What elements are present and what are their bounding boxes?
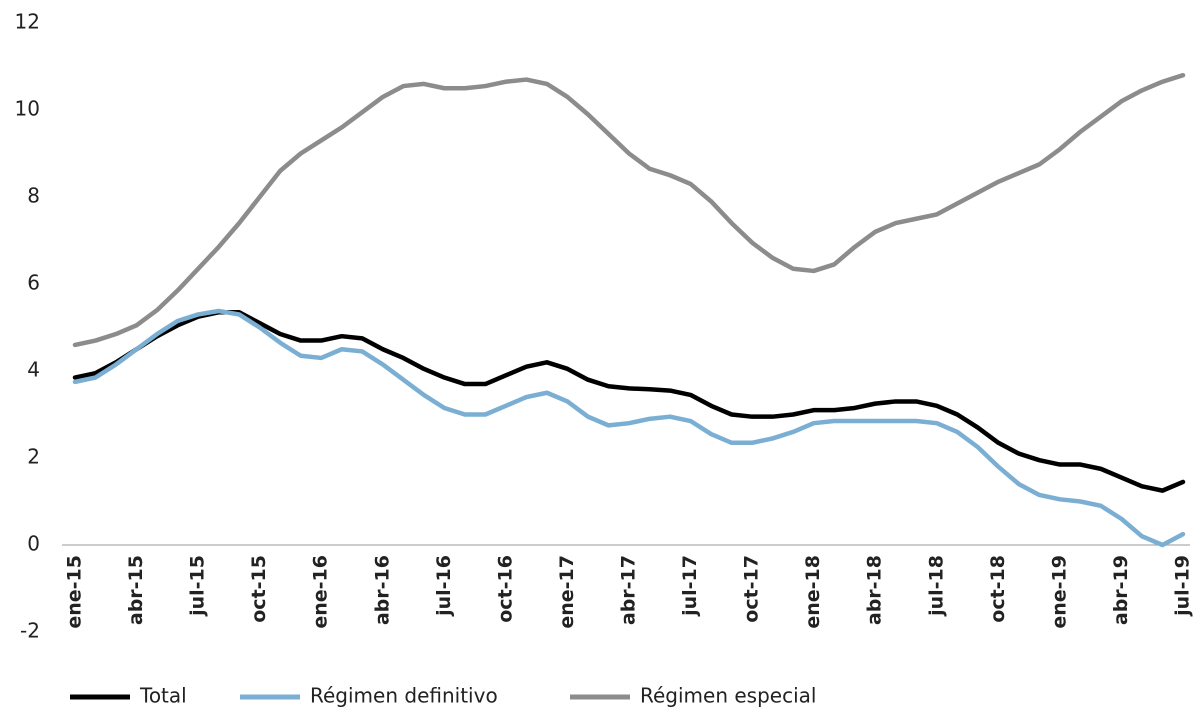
x-tick-label: ene-18 (802, 555, 824, 629)
y-tick-label: 0 (27, 532, 40, 556)
x-tick-label: jul-19 (1172, 555, 1194, 617)
x-tick-label: abr-15 (125, 555, 147, 625)
y-tick-label: -2 (20, 619, 40, 643)
x-tick-label: abr-19 (1110, 555, 1132, 625)
x-tick-label: jul-15 (187, 555, 209, 617)
x-tick-label: jul-16 (433, 555, 455, 617)
y-tick-label: 10 (15, 97, 40, 121)
y-tick-label: 2 (27, 445, 40, 469)
x-tick-label: ene-17 (556, 555, 578, 629)
y-tick-label: 4 (27, 358, 40, 382)
y-tick-label: 6 (27, 271, 40, 295)
legend-label: Régimen definitivo (310, 684, 498, 708)
x-tick-label: ene-15 (64, 555, 86, 629)
x-tick-label: abr-17 (618, 555, 640, 625)
series-line (72, 310, 1186, 493)
x-tick-label: abr-16 (371, 555, 393, 625)
series-line (72, 308, 1186, 548)
x-tick-label: oct-15 (248, 555, 270, 623)
x-tick-label: oct-17 (741, 555, 763, 623)
x-tick-label: abr-18 (864, 555, 886, 625)
series-line (72, 72, 1186, 348)
x-tick-label: oct-16 (494, 555, 516, 623)
x-tick-label: jul-18 (925, 555, 947, 617)
y-tick-label: 12 (15, 10, 40, 34)
legend-label: Total (139, 684, 187, 708)
legend-label: Régimen especial (640, 684, 816, 708)
x-tick-label: jul-17 (679, 555, 701, 617)
y-tick-label: 8 (27, 184, 40, 208)
x-tick-label: ene-16 (310, 555, 332, 629)
x-tick-label: ene-19 (1048, 555, 1070, 629)
x-tick-label: oct-18 (987, 555, 1009, 623)
